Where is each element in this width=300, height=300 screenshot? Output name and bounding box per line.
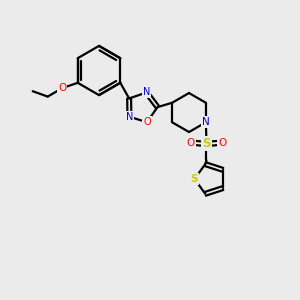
Text: O: O	[58, 83, 66, 93]
Text: S: S	[202, 137, 211, 150]
Text: S: S	[191, 174, 198, 184]
Text: N: N	[143, 88, 150, 98]
Text: O: O	[143, 117, 151, 127]
Text: O: O	[218, 138, 226, 148]
Text: O: O	[187, 138, 195, 148]
Text: N: N	[202, 117, 210, 127]
Text: N: N	[126, 112, 133, 122]
